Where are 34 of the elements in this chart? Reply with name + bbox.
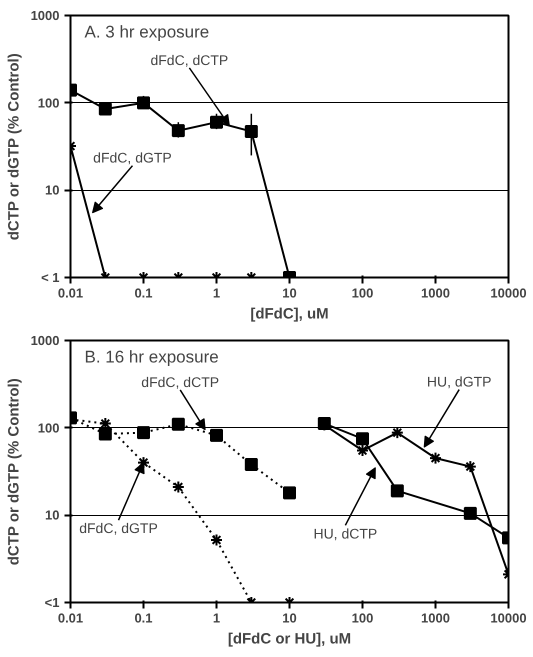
y-tick-label: < 1 (41, 270, 60, 285)
chart-title: B. 16 hr exposure (84, 348, 219, 366)
x-tick-label: 10000 (490, 286, 527, 300)
annotation: HU, dCTP (313, 525, 378, 542)
x-tick-label: 1 (212, 286, 220, 300)
x-tick-label: 1000 (421, 610, 450, 626)
annotation: dFdC, dGTP (93, 150, 172, 166)
x-tick-label: 10 (282, 286, 297, 300)
y-tick-label: 100 (38, 95, 60, 110)
y-tick-label: <1 (44, 595, 60, 610)
x-tick-label: 1000 (421, 286, 450, 300)
x-axis-title: [dFdC], uM (250, 306, 329, 322)
x-tick-label: 1 (212, 610, 220, 626)
annotation: dFdC, dCTP (141, 374, 220, 390)
y-tick-label: 1000 (30, 333, 60, 348)
x-tick-label: 0.1 (134, 610, 153, 626)
x-tick-label: 100 (352, 610, 374, 626)
y-tick-label: 10 (45, 182, 60, 198)
x-tick-label: 10000 (490, 610, 527, 626)
x-tick-label: 0.01 (58, 610, 84, 626)
annotation: HU, dGTP (426, 374, 492, 390)
x-tick-label: 100 (352, 286, 374, 300)
y-tick-label: 100 (38, 420, 60, 436)
x-tick-label: 10 (282, 610, 297, 626)
y-axis-title: dCTP or dGTP (% Control) (6, 53, 23, 240)
x-tick-label: 0.1 (134, 286, 153, 300)
annotation: dFdC, dGTP (79, 520, 158, 536)
x-axis-title: [dFdC or HU], uM (228, 630, 352, 648)
y-tick-label: 1000 (30, 8, 60, 23)
x-tick-label: 0.01 (58, 286, 84, 300)
chart-title: A. 3 hr exposure (84, 22, 210, 42)
y-tick-label: 10 (45, 508, 60, 523)
y-axis-title: dCTP or dGTP (% Control) (6, 378, 23, 566)
annotation: dFdC, dCTP (150, 52, 228, 68)
